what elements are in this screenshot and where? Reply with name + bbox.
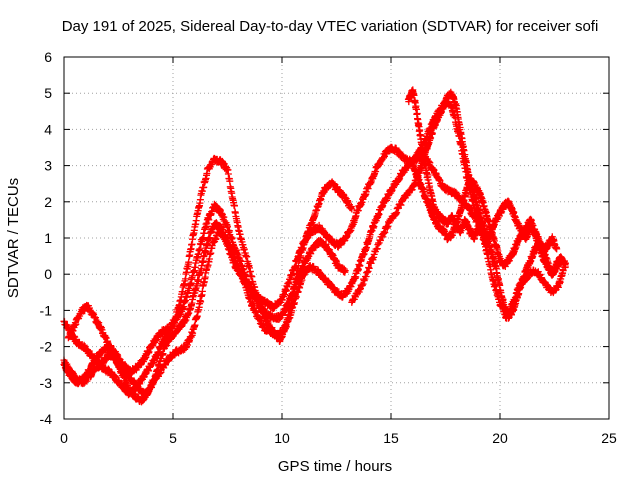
y-tick-label: 6 — [44, 49, 52, 65]
x-tick-label: 15 — [383, 430, 399, 446]
series-marks — [60, 143, 487, 388]
x-tick-label: 5 — [169, 430, 177, 446]
y-tick-label: -1 — [40, 302, 53, 318]
y-tick-label: -3 — [40, 375, 53, 391]
y-tick-label: 0 — [44, 266, 52, 282]
y-tick-label: 5 — [44, 85, 52, 101]
y-tick-label: 3 — [44, 158, 52, 174]
grid-lines — [64, 57, 609, 419]
x-tick-label: 25 — [601, 430, 617, 446]
series-trace-7 — [409, 161, 561, 270]
y-tick-label: 4 — [44, 121, 52, 137]
y-tick-label: 1 — [44, 230, 52, 246]
chart-title: Day 191 of 2025, Sidereal Day-to-day VTE… — [62, 18, 599, 35]
x-tick-label: 10 — [274, 430, 290, 446]
series-marks — [409, 161, 561, 270]
y-tick-label: -4 — [40, 411, 53, 427]
data-points — [60, 86, 569, 406]
series-marks — [60, 219, 349, 406]
y-tick-label: 2 — [44, 194, 52, 210]
x-tick-labels: 0 5 10 15 20 25 — [60, 430, 617, 446]
axis-ticks — [63, 56, 610, 420]
series-trace-4 — [60, 219, 349, 406]
y-tick-labels: -4 -3 -2 -1 0 1 2 3 4 5 6 — [40, 49, 53, 427]
y-tick-label: -2 — [40, 339, 53, 355]
series-trace-2 — [60, 143, 487, 388]
x-tick-label: 20 — [492, 430, 508, 446]
y-axis-label: SDTVAR / TECUs — [5, 178, 22, 298]
x-axis-label: GPS time / hours — [278, 458, 392, 475]
x-tick-label: 0 — [60, 430, 68, 446]
